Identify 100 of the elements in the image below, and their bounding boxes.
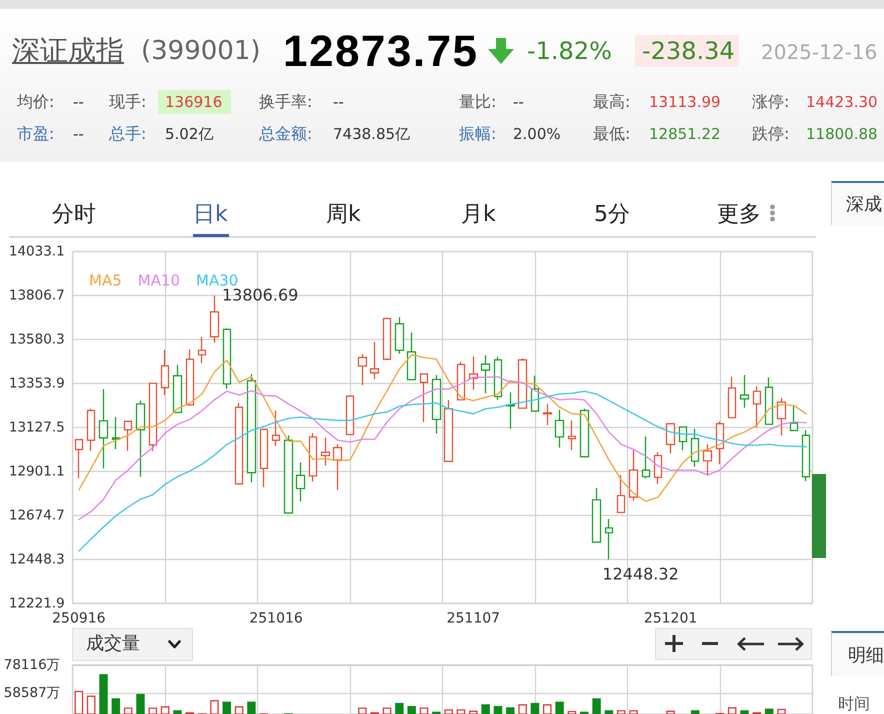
y-tick-label: 78116万 bbox=[4, 656, 61, 673]
text: 分时 bbox=[52, 201, 96, 229]
candlestick bbox=[346, 395, 354, 436]
text: 涨停: 14423.30 bbox=[752, 90, 878, 112]
candlestick bbox=[124, 420, 132, 452]
x-tick-label: 251107 bbox=[446, 610, 500, 626]
x-tick-label: 251016 bbox=[249, 610, 303, 626]
candlestick bbox=[444, 399, 454, 462]
candlestick bbox=[518, 358, 528, 410]
candlestick bbox=[112, 416, 120, 450]
candlestick bbox=[86, 408, 96, 452]
candlestick bbox=[308, 432, 318, 482]
text: 最高: 13113.99 bbox=[593, 90, 721, 112]
candlestick bbox=[382, 317, 392, 361]
candlestick bbox=[776, 397, 786, 436]
text: 跌停: 11800.88 bbox=[752, 123, 878, 145]
text: 深证成指 bbox=[12, 33, 124, 69]
candlestick bbox=[654, 452, 662, 484]
candlestick bbox=[370, 341, 380, 380]
y-tick-label: 12674.7 bbox=[8, 507, 65, 524]
y-tick-label: 12448.3 bbox=[8, 551, 65, 568]
candlestick bbox=[666, 422, 676, 454]
candlestick bbox=[296, 462, 306, 502]
candlestick bbox=[74, 438, 84, 479]
text: MA5 bbox=[89, 272, 122, 290]
candlestick bbox=[592, 488, 602, 544]
text: 更多 bbox=[717, 201, 761, 229]
line-series bbox=[78, 390, 807, 552]
text: 深成 bbox=[846, 193, 882, 217]
candlestick bbox=[136, 400, 146, 478]
candlestick bbox=[580, 408, 590, 458]
candlestick bbox=[420, 373, 428, 423]
text: 时间 bbox=[838, 694, 870, 714]
candlestick bbox=[702, 444, 712, 476]
candlestick bbox=[234, 402, 244, 486]
candlestick bbox=[98, 388, 108, 469]
candlestick bbox=[394, 316, 404, 354]
candlestick bbox=[740, 374, 750, 408]
line-series bbox=[78, 376, 807, 520]
candlestick bbox=[272, 410, 280, 446]
candlestick bbox=[148, 382, 158, 452]
candlestick bbox=[790, 406, 798, 432]
y-tick-label: 58587万 bbox=[4, 685, 61, 702]
text: 明细 bbox=[848, 644, 884, 668]
text: 12873.75 bbox=[283, 27, 479, 77]
candlestick bbox=[210, 295, 220, 344]
candlestick bbox=[690, 428, 700, 468]
text: 量比: -- bbox=[459, 90, 524, 112]
candlestick bbox=[332, 444, 342, 491]
candlestick bbox=[568, 420, 576, 451]
x-tick-label: 251201 bbox=[644, 610, 698, 626]
text: 换手率: -- bbox=[259, 92, 344, 110]
candlestick bbox=[604, 518, 614, 560]
annotation: 12448.32 bbox=[602, 564, 679, 584]
text: 2025-12-16 bbox=[761, 39, 878, 65]
text: (399001) bbox=[141, 35, 261, 68]
text: 现手: 136916 bbox=[109, 90, 222, 112]
y-tick-label: 13353.9 bbox=[8, 376, 65, 392]
text: MA10 bbox=[138, 272, 180, 290]
candlestick bbox=[480, 354, 490, 394]
y-tick-label: 13127.5 bbox=[8, 420, 65, 436]
candlestick bbox=[494, 356, 502, 400]
text: 周k bbox=[326, 201, 361, 229]
text: -238.34 bbox=[642, 36, 735, 66]
candlestick bbox=[160, 349, 170, 396]
y-tick-label: 12221.9 bbox=[8, 595, 65, 612]
candlestick bbox=[642, 436, 650, 479]
candlestick bbox=[628, 450, 638, 501]
candlestick bbox=[554, 409, 564, 448]
candlestick bbox=[456, 361, 466, 401]
text: 日k bbox=[193, 201, 228, 229]
candlestick bbox=[764, 376, 774, 426]
chart-title: 成交量 bbox=[86, 632, 140, 656]
candlestick bbox=[172, 364, 182, 414]
candlestick bbox=[728, 376, 736, 419]
text: 总金额: 7438.85亿 bbox=[259, 124, 410, 143]
candlestick bbox=[616, 474, 626, 514]
candlestick bbox=[358, 354, 368, 386]
candlestick bbox=[506, 392, 516, 430]
text: 总手: 5.02亿 bbox=[109, 123, 214, 145]
candlestick bbox=[432, 374, 442, 434]
candlestick bbox=[752, 386, 762, 428]
candlestick bbox=[186, 348, 194, 406]
line-series bbox=[78, 354, 807, 502]
candlestick bbox=[246, 373, 256, 483]
candlestick bbox=[678, 426, 688, 451]
candlestick bbox=[260, 428, 268, 488]
candlestick bbox=[198, 336, 206, 364]
candlestick bbox=[320, 437, 330, 466]
y-tick-label: 12901.1 bbox=[8, 463, 65, 480]
candlestick bbox=[284, 434, 294, 514]
text: 5分 bbox=[594, 201, 630, 229]
text: 月k bbox=[461, 201, 496, 229]
y-tick-label: 13806.7 bbox=[8, 288, 65, 304]
text: 均价: -- bbox=[17, 90, 84, 112]
text: 最低: 12851.22 bbox=[593, 123, 721, 145]
candlestick bbox=[542, 403, 552, 426]
text: 市盈: -- bbox=[17, 123, 84, 145]
text: -1.82% bbox=[527, 36, 612, 66]
text: 振幅: 2.00% bbox=[459, 123, 561, 145]
